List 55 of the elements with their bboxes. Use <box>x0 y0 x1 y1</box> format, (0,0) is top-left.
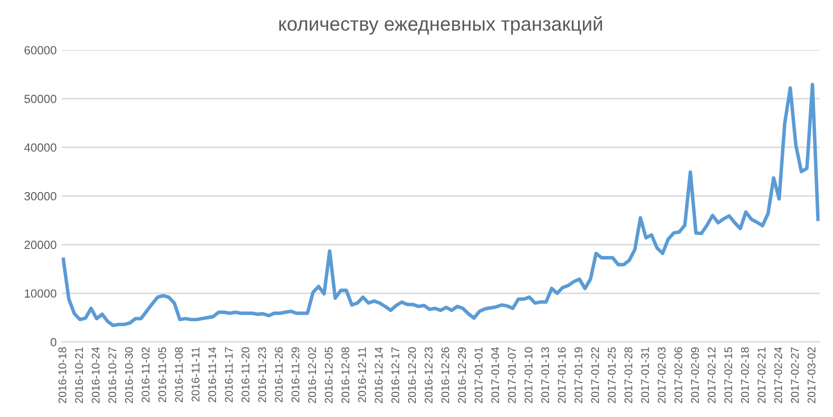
x-tick-label: 2017-02-09 <box>691 347 699 404</box>
x-tick-label: 2017-02-06 <box>674 347 682 404</box>
x-tick-label: 2017-01-10 <box>524 347 532 404</box>
y-tick-label: 50000 <box>24 94 56 104</box>
x-tick-label: 2016-11-11 <box>192 347 200 402</box>
x-tick-label: 2016-12-14 <box>374 347 383 404</box>
x-tick-label: 2016-12-11 <box>358 347 366 402</box>
x-tick-label: 2016-12-17 <box>391 347 400 404</box>
x-tick-label: 2017-01-13 <box>541 347 550 404</box>
x-tick-label: 2016-11-05 <box>158 347 166 402</box>
x-tick-label: 2017-03-02 <box>808 347 816 404</box>
x-tick-label: 2016-12-26 <box>441 347 450 404</box>
y-tick-label: 30000 <box>24 192 56 200</box>
x-tick-label: 2016-11-02 <box>142 347 150 402</box>
x-tick-label: 2016-10-18 <box>58 347 66 404</box>
x-tick-label: 2016-12-02 <box>308 347 316 404</box>
x-tick-label: 2016-10-27 <box>108 347 116 404</box>
chart-title: количеству ежедневных транзакций <box>279 16 602 35</box>
x-tick-label: 2016-11-17 <box>224 347 233 402</box>
x-tick-label: 2017-01-28 <box>624 347 632 404</box>
x-tick-label: 2016-10-21 <box>75 347 83 404</box>
x-tick-label: 2016-10-30 <box>125 347 133 404</box>
x-tick-label: 2017-01-22 <box>591 347 600 404</box>
x-tick-label: 2016-11-23 <box>258 347 266 402</box>
x-tick-label: 2016-11-08 <box>174 347 183 402</box>
x-tick-label: 2017-02-27 <box>790 347 799 404</box>
y-tick-label: 10000 <box>24 289 56 298</box>
x-tick-label: 2016-12-29 <box>458 347 466 404</box>
x-tick-label: 2016-11-20 <box>242 347 250 402</box>
x-tick-label: 2017-01-25 <box>608 347 616 404</box>
x-tick-label: 2017-02-15 <box>724 347 732 404</box>
x-tick-label: 2016-12-20 <box>408 347 416 404</box>
x-tick-label: 2016-11-29 <box>291 347 300 402</box>
x-tick-label: 2017-01-01 <box>474 347 482 404</box>
x-tick-label: 2016-10-24 <box>92 347 100 404</box>
x-tick-label: 2017-01-31 <box>641 347 649 404</box>
y-tick-label: 20000 <box>24 240 56 250</box>
x-tick-label: 2017-02-12 <box>708 347 716 404</box>
x-tick-label: 2017-01-04 <box>491 347 500 404</box>
x-tick-label: 2016-11-14 <box>208 347 216 402</box>
x-tick-label: 2017-02-18 <box>740 347 749 404</box>
x-tick-label: 2017-02-24 <box>774 347 782 404</box>
x-tick-label: 2017-02-03 <box>658 347 666 404</box>
x-tick-label: 2017-01-16 <box>558 347 566 404</box>
x-tick-label: 2016-11-26 <box>274 347 283 402</box>
line-series <box>62 82 820 328</box>
x-tick-label: 2017-02-21 <box>758 347 766 404</box>
x-tick-label: 2017-01-19 <box>574 347 582 404</box>
y-tick-label: 60000 <box>24 46 56 54</box>
y-tick-label: 40000 <box>24 143 56 152</box>
x-tick-label: 2016-12-05 <box>324 347 333 404</box>
x-tick-label: 2017-01-07 <box>508 347 516 404</box>
x-tick-label: 2016-12-08 <box>341 347 350 404</box>
x-tick-label: 2016-12-23 <box>424 347 433 404</box>
y-tick-label: 0 <box>50 338 56 346</box>
